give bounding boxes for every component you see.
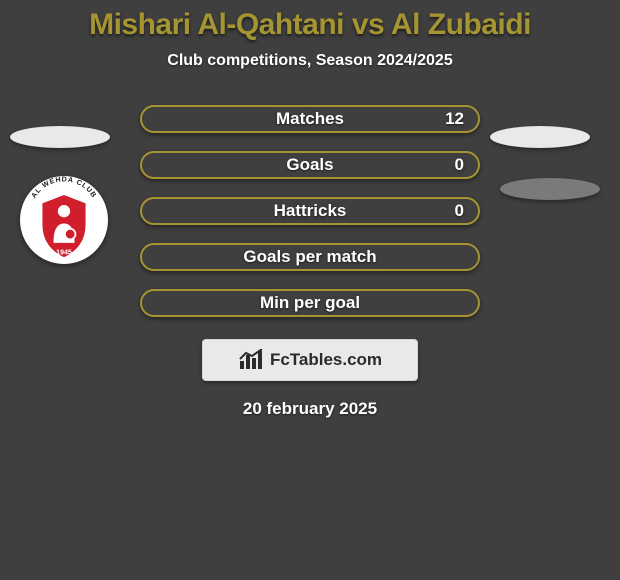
bar-chart-icon [238,349,264,371]
stat-bar: Goals per match [140,243,480,271]
stat-label: Hattricks [274,201,347,221]
stat-value: 12 [445,109,464,129]
club-shield-icon: AL WEHDA CLUB 1945 [20,176,108,264]
date-label: 20 february 2025 [0,399,620,419]
page-title: Mishari Al-Qahtani vs Al Zubaidi [0,8,620,42]
fctables-attribution: FcTables.com [202,339,418,381]
stat-label: Min per goal [260,293,360,313]
subtitle: Club competitions, Season 2024/2025 [0,52,620,70]
stat-bar: Goals 0 [140,151,480,179]
stat-value: 0 [455,201,464,221]
stat-bar: Matches 12 [140,105,480,133]
stat-label: Goals per match [243,247,376,267]
infographic-root: Mishari Al-Qahtani vs Al Zubaidi Club co… [0,0,620,580]
stat-bar: Hattricks 0 [140,197,480,225]
stat-label: Goals [286,155,333,175]
stat-value: 0 [455,155,464,175]
right-pill [490,126,590,148]
left-pill [10,126,110,148]
fctables-label: FcTables.com [270,350,382,370]
svg-text:1945: 1945 [56,249,72,256]
right-pill [500,178,600,200]
club-badge: AL WEHDA CLUB 1945 [20,176,108,264]
stat-label: Matches [276,109,344,129]
stat-bar: Min per goal [140,289,480,317]
